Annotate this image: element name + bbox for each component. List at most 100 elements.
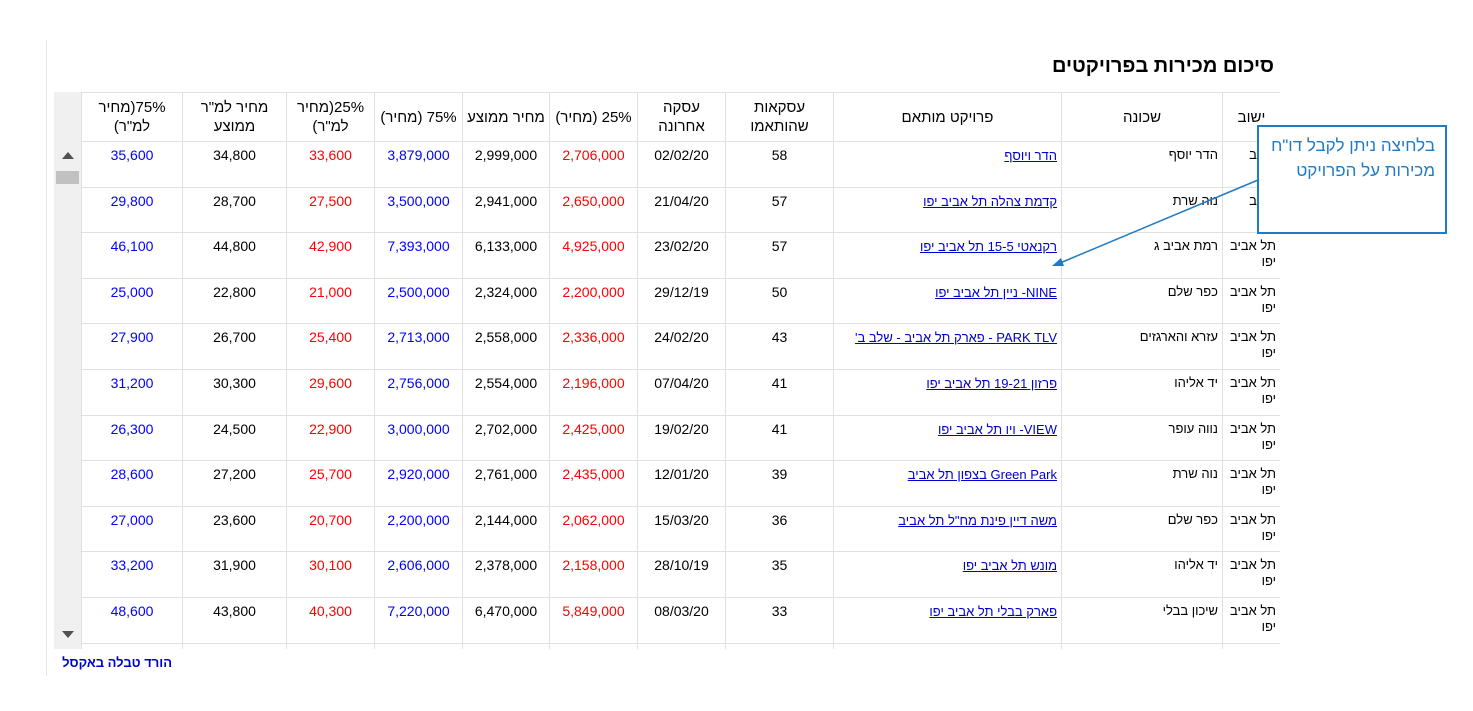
cell-last-deal: 07/04/20 (637, 368, 726, 416)
project-link[interactable]: Green Park בצפון תל אביב (907, 467, 1057, 483)
table-row: תל אביב יפו יד אליהו פרזון 19-21 תל אביב י… (81, 368, 1280, 416)
cell-avg-price: 2,324,000 (462, 277, 550, 325)
cell-deals: 36 (725, 505, 834, 553)
col-header-sqm-25[interactable]: 25%(מחיר למ"ר) (286, 92, 375, 142)
cell-sqm-avg: 24,500 (182, 414, 287, 462)
cell-neighborhood: נוה שרת (1061, 460, 1223, 507)
col-header-project[interactable]: פרויקט מותאם (833, 92, 1062, 142)
cell-deals: 33 (725, 596, 834, 644)
cell-neighborhood: נווה עופר (1061, 414, 1223, 462)
cell-deals: 32 (725, 642, 834, 649)
project-link[interactable]: מונש תל אביב יפו (962, 558, 1057, 574)
cell-sqm-25: 21,000 (286, 277, 375, 325)
cell-sqm-avg: 31,900 (182, 551, 287, 598)
cell-sqm-25: 20,700 (286, 505, 375, 553)
download-excel-link[interactable]: הורד טבלה באקסל (62, 655, 172, 670)
project-link[interactable]: PARK TLV - פארק תל אביב - שלב ב' (855, 330, 1057, 346)
cell-deals: 57 (725, 232, 834, 279)
col-header-price-75[interactable]: 75% (מחיר) (374, 92, 463, 142)
cell-project: PARK TLV - פארק תל אביב - שלב ב' (833, 323, 1062, 370)
table-row: תל אביב יפו כפר שלם משה דיין פינת מח"ל תל … (81, 505, 1280, 553)
cell-price-25: 2,210,000 (549, 642, 638, 649)
cell-price-75: 7,393,000 (374, 232, 463, 279)
cell-last-deal: 21/04/20 (637, 186, 726, 234)
cell-sqm-avg: 22,800 (182, 277, 287, 325)
cell-deals: 43 (725, 323, 834, 370)
scroll-down-arrow-icon[interactable] (62, 631, 74, 638)
col-header-avg-price[interactable]: מחיר ממוצע (462, 92, 550, 142)
cell-sqm-25: 33,600 (286, 141, 375, 188)
scrollbar-thumb[interactable] (56, 171, 79, 184)
cell-project: VIEW- ויו תל אביב יפו (833, 414, 1062, 462)
cell-sqm-25: 25,400 (286, 323, 375, 370)
cell-neighborhood: הדר יוסף (1061, 141, 1223, 188)
cell-sqm-75: 48,600 (81, 596, 183, 644)
cell-project: רקנאטי 15-5 תל אביב יפו (833, 232, 1062, 279)
project-link[interactable]: קדמת צהלה תל אביב יפו (923, 193, 1057, 209)
sales-table-container: ישוב שכונה פרויקט מותאם עסקאות שהותאמו ע… (54, 92, 1280, 649)
cell-price-75: 2,606,000 (374, 551, 463, 598)
cell-sqm-25: 27,500 (286, 186, 375, 234)
scroll-up-arrow-icon[interactable] (62, 152, 74, 159)
cell-city: תל אביב יפו (1222, 414, 1280, 462)
project-link[interactable]: פארק בבלי תל אביב יפו (929, 603, 1057, 619)
vertical-scrollbar[interactable] (54, 92, 81, 649)
cell-avg-price: 2,558,000 (462, 323, 550, 370)
col-header-neighborhood[interactable]: שכונה (1061, 92, 1223, 142)
cell-sqm-avg: 24,000 (182, 642, 287, 649)
cell-project: קדמת צהלה תל אביב יפו (833, 186, 1062, 234)
cell-sqm-25: 22,900 (286, 642, 375, 649)
cell-neighborhood: יד אליהו (1061, 368, 1223, 416)
cell-sqm-avg: 44,800 (182, 232, 287, 279)
project-link[interactable]: רקנאטי 15-5 תל אביב יפו (919, 239, 1057, 255)
cell-last-deal: 12/01/20 (637, 460, 726, 507)
cell-project: פרזון 19-21 תל אביב יפו (833, 368, 1062, 416)
cell-sqm-75: 46,100 (81, 232, 183, 279)
cell-city: תל אביב יפו (1222, 642, 1280, 649)
table-row: תל אביב יפו רמת אביב ג רקנאטי 15-5 תל אביב… (81, 232, 1280, 279)
cell-neighborhood: נוה שרת (1061, 186, 1223, 234)
table-header-row: ישוב שכונה פרויקט מותאם עסקאות שהותאמו ע… (81, 92, 1280, 142)
cell-sqm-avg: 34,800 (182, 141, 287, 188)
cell-price-25: 2,158,000 (549, 551, 638, 598)
cell-price-75: 2,713,000 (374, 323, 463, 370)
cell-deals: 35 (725, 551, 834, 598)
cell-avg-price: 2,941,000 (462, 186, 550, 234)
cell-last-deal: 20/02/20 (637, 642, 726, 649)
cell-avg-price: 2,761,000 (462, 460, 550, 507)
col-header-price-25[interactable]: 25% (מחיר) (549, 92, 638, 142)
cell-avg-price: 2,702,000 (462, 414, 550, 462)
project-link[interactable]: פרזון 19-21 תל אביב יפו (926, 375, 1057, 391)
page-left-rule (46, 40, 47, 676)
col-header-sqm-avg[interactable]: מחיר למ"ר ממוצע (182, 92, 287, 142)
cell-sqm-25: 30,100 (286, 551, 375, 598)
table-row: תל אביב יפו נווה עופר VIEW- ויו תל אביב יפ… (81, 414, 1280, 462)
project-link[interactable]: הדר ויוסף (1004, 148, 1057, 163)
col-header-sqm-75[interactable]: 75%(מחיר למ"ר) (81, 92, 183, 142)
cell-sqm-75: 35,600 (81, 141, 183, 188)
col-header-last-deal[interactable]: עסקה אחרונה (637, 92, 726, 142)
cell-neighborhood: שיכון בבלי (1061, 596, 1223, 644)
cell-neighborhood: רמת אביב ג (1061, 232, 1223, 279)
cell-city: תל אביב יפו (1222, 232, 1280, 279)
cell-deals: 39 (725, 460, 834, 507)
cell-sqm-75: 28,600 (81, 460, 183, 507)
project-link[interactable]: VIEW- ויו תל אביב יפו (937, 421, 1057, 437)
cell-project: מונש תל אביב יפו (833, 551, 1062, 598)
cell-price-25: 2,425,000 (549, 414, 638, 462)
cell-deals: 57 (725, 186, 834, 234)
cell-sqm-25: 40,300 (286, 596, 375, 644)
project-link[interactable]: משה דיין פינת מח"ל תל אביב (898, 512, 1057, 528)
project-link[interactable]: NINE- ניין תל אביב יפו (935, 284, 1057, 300)
cell-deals: 41 (725, 368, 834, 416)
cell-sqm-avg: 28,700 (182, 186, 287, 234)
cell-sqm-25: 42,900 (286, 232, 375, 279)
table-row: תל אביב יפו יד אליהו מונש תל אביב יפו 35 28/… (81, 551, 1280, 598)
cell-last-deal: 24/02/20 (637, 323, 726, 370)
cell-project: גבאי חוות יפת - תל אביב יפו (833, 642, 1062, 649)
cell-avg-price: 2,144,000 (462, 505, 550, 553)
cell-sqm-75: 25,000 (81, 277, 183, 325)
col-header-deals[interactable]: עסקאות שהותאמו (725, 92, 834, 142)
cell-avg-price: 2,378,000 (462, 551, 550, 598)
